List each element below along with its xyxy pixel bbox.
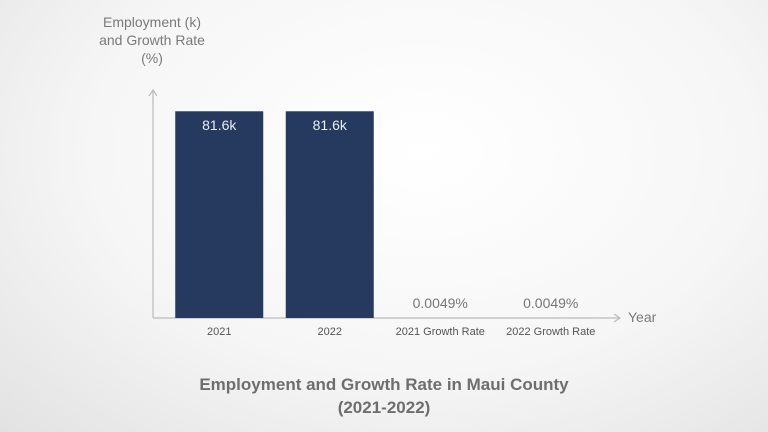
x-tick-label: 2021 bbox=[207, 326, 232, 338]
value-label: 81.6k bbox=[312, 117, 347, 134]
chart-title: Employment and Growth Rate in Maui Count… bbox=[199, 375, 569, 417]
value-label: 81.6k bbox=[202, 117, 237, 134]
x-tick-label: 2022 Growth Rate bbox=[506, 326, 596, 338]
y-axis-label: Employment (k) and Growth Rate (%) bbox=[99, 14, 205, 66]
y-axis-arrow bbox=[148, 88, 158, 97]
x-tick-label: 2022 bbox=[317, 326, 342, 338]
x-axis-label: Year bbox=[628, 309, 657, 325]
value-label: 0.0049% bbox=[412, 294, 468, 311]
value-label: 0.0049% bbox=[523, 294, 579, 311]
bar bbox=[175, 111, 264, 318]
bar bbox=[285, 111, 374, 318]
x-axis-arrow bbox=[613, 313, 622, 323]
x-tick-label: 2021 Growth Rate bbox=[395, 326, 485, 338]
